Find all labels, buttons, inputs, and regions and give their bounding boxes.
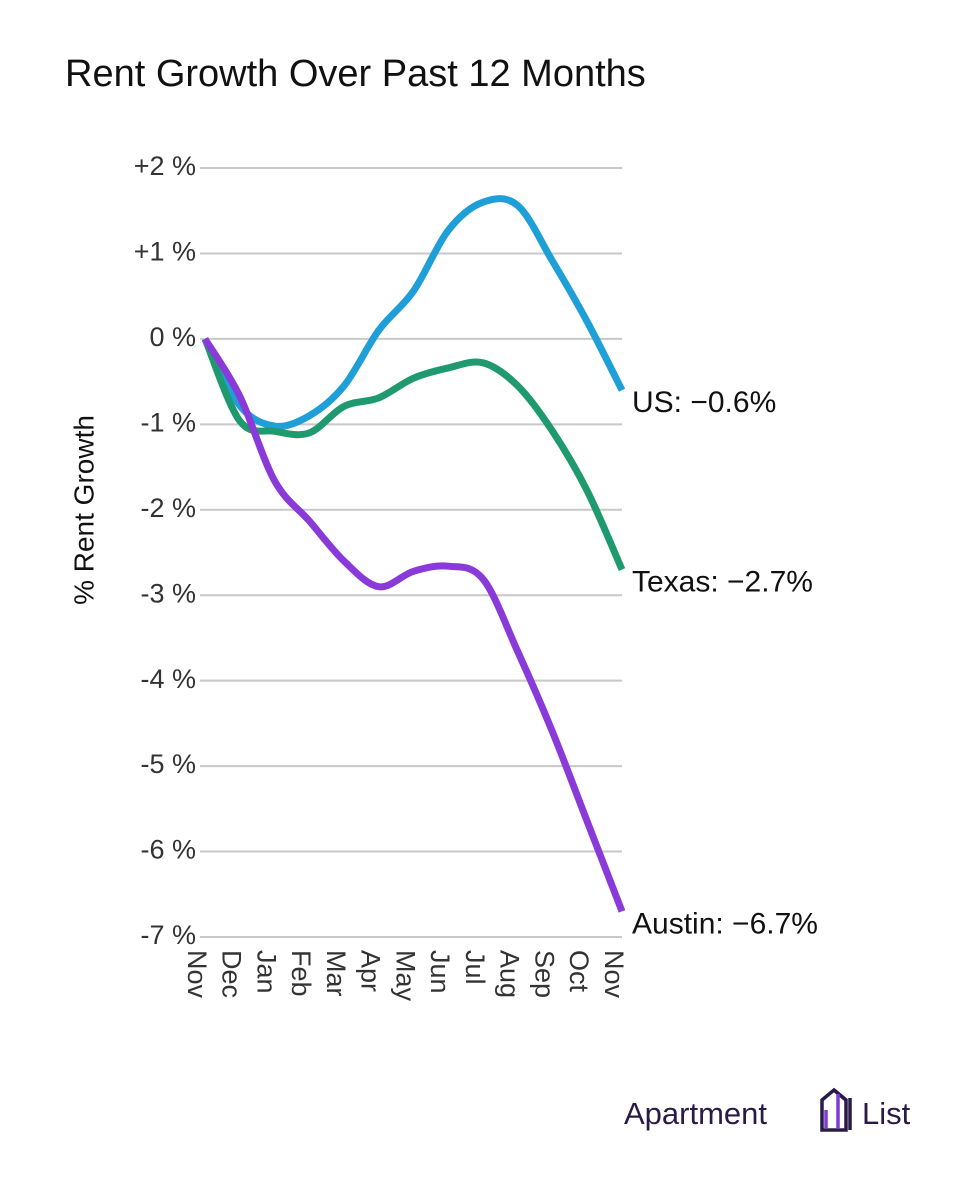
x-tick-label: Mar [321,950,351,997]
x-tick-label: May [390,950,420,1002]
series-line [201,195,626,430]
x-tick-label: Jul [460,950,490,985]
series-end-label: Texas: −2.7% [632,566,813,599]
x-tick-label: Oct [564,950,594,993]
y-tick-label: -3 % [140,578,196,608]
x-tick-label: Apr [356,950,386,992]
series-line [202,337,626,913]
x-tick-label: Dec [217,950,247,998]
y-tick-label: -5 % [140,749,196,779]
y-tick-label: -6 % [140,835,196,865]
y-tick-label: +2 % [134,151,196,181]
y-tick-label: -2 % [140,493,196,523]
x-tick-label: Jun [425,950,455,994]
series-end-label: US: −0.6% [632,386,776,419]
y-tick-label: 0 % [149,322,196,352]
series-end-label: Austin: −6.7% [632,907,818,940]
x-tick-label: Nov [182,950,212,999]
x-tick-label: Nov [599,950,629,999]
x-tick-label: Jan [251,950,281,994]
y-tick-label: +1 % [134,237,196,267]
brand-name: List [862,1096,911,1131]
brand-name: Apartment [624,1096,767,1131]
y-tick-label: -1 % [140,407,196,437]
x-tick-label: Aug [495,950,525,998]
y-tick-label: -4 % [140,664,196,694]
brand-logo [820,1087,852,1132]
y-tick-label: -7 % [140,920,196,950]
y-axis-label: % Rent Growth [68,415,99,605]
x-tick-label: Feb [286,950,316,997]
series-line [201,337,626,572]
x-tick-label: Sep [529,950,559,998]
chart-title: Rent Growth Over Past 12 Months [65,53,646,95]
